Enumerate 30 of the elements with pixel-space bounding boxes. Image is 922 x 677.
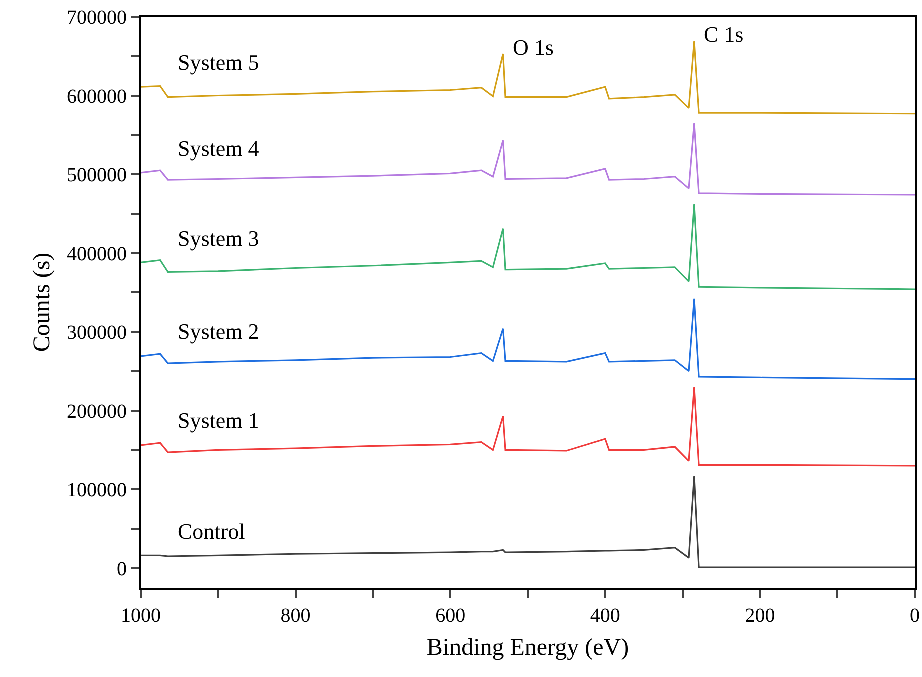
x-tick-label: 600 xyxy=(436,605,466,627)
line-series xyxy=(141,40,915,115)
x-axis-title: Binding Energy (eV) xyxy=(426,634,630,661)
x-tick-label: 400 xyxy=(590,605,620,627)
line-series xyxy=(141,386,915,467)
y-tick-label: 700000 xyxy=(67,7,127,29)
annotation: O 1s xyxy=(513,35,554,60)
line-series xyxy=(141,204,915,290)
y-tick-label: 200000 xyxy=(67,400,127,423)
line-series xyxy=(141,298,915,380)
series-label: System 5 xyxy=(178,50,260,75)
series-label: Control xyxy=(178,519,246,544)
series-label: System 4 xyxy=(178,136,260,161)
annotation: C 1s xyxy=(704,22,744,47)
line-series xyxy=(141,475,915,568)
line-series xyxy=(141,122,915,196)
y-axis-title: Counts (s) xyxy=(30,252,56,352)
y-tick-label: 600000 xyxy=(67,86,127,108)
x-tick-label: 0 xyxy=(910,605,920,627)
x-tick-label: 200 xyxy=(745,605,776,627)
y-tick-label: 400000 xyxy=(67,243,127,266)
series-label: System 2 xyxy=(178,319,260,344)
series-label: System 1 xyxy=(178,408,260,433)
x-tick-label: 1000 xyxy=(121,605,161,627)
y-tick-label: 100000 xyxy=(67,480,127,502)
y-tick-label: 300000 xyxy=(67,322,127,344)
y-tick-label: 0 xyxy=(117,558,127,580)
x-tick-label: 800 xyxy=(280,605,311,627)
series-label: System 3 xyxy=(178,226,260,251)
y-tick-label: 500000 xyxy=(67,164,127,187)
